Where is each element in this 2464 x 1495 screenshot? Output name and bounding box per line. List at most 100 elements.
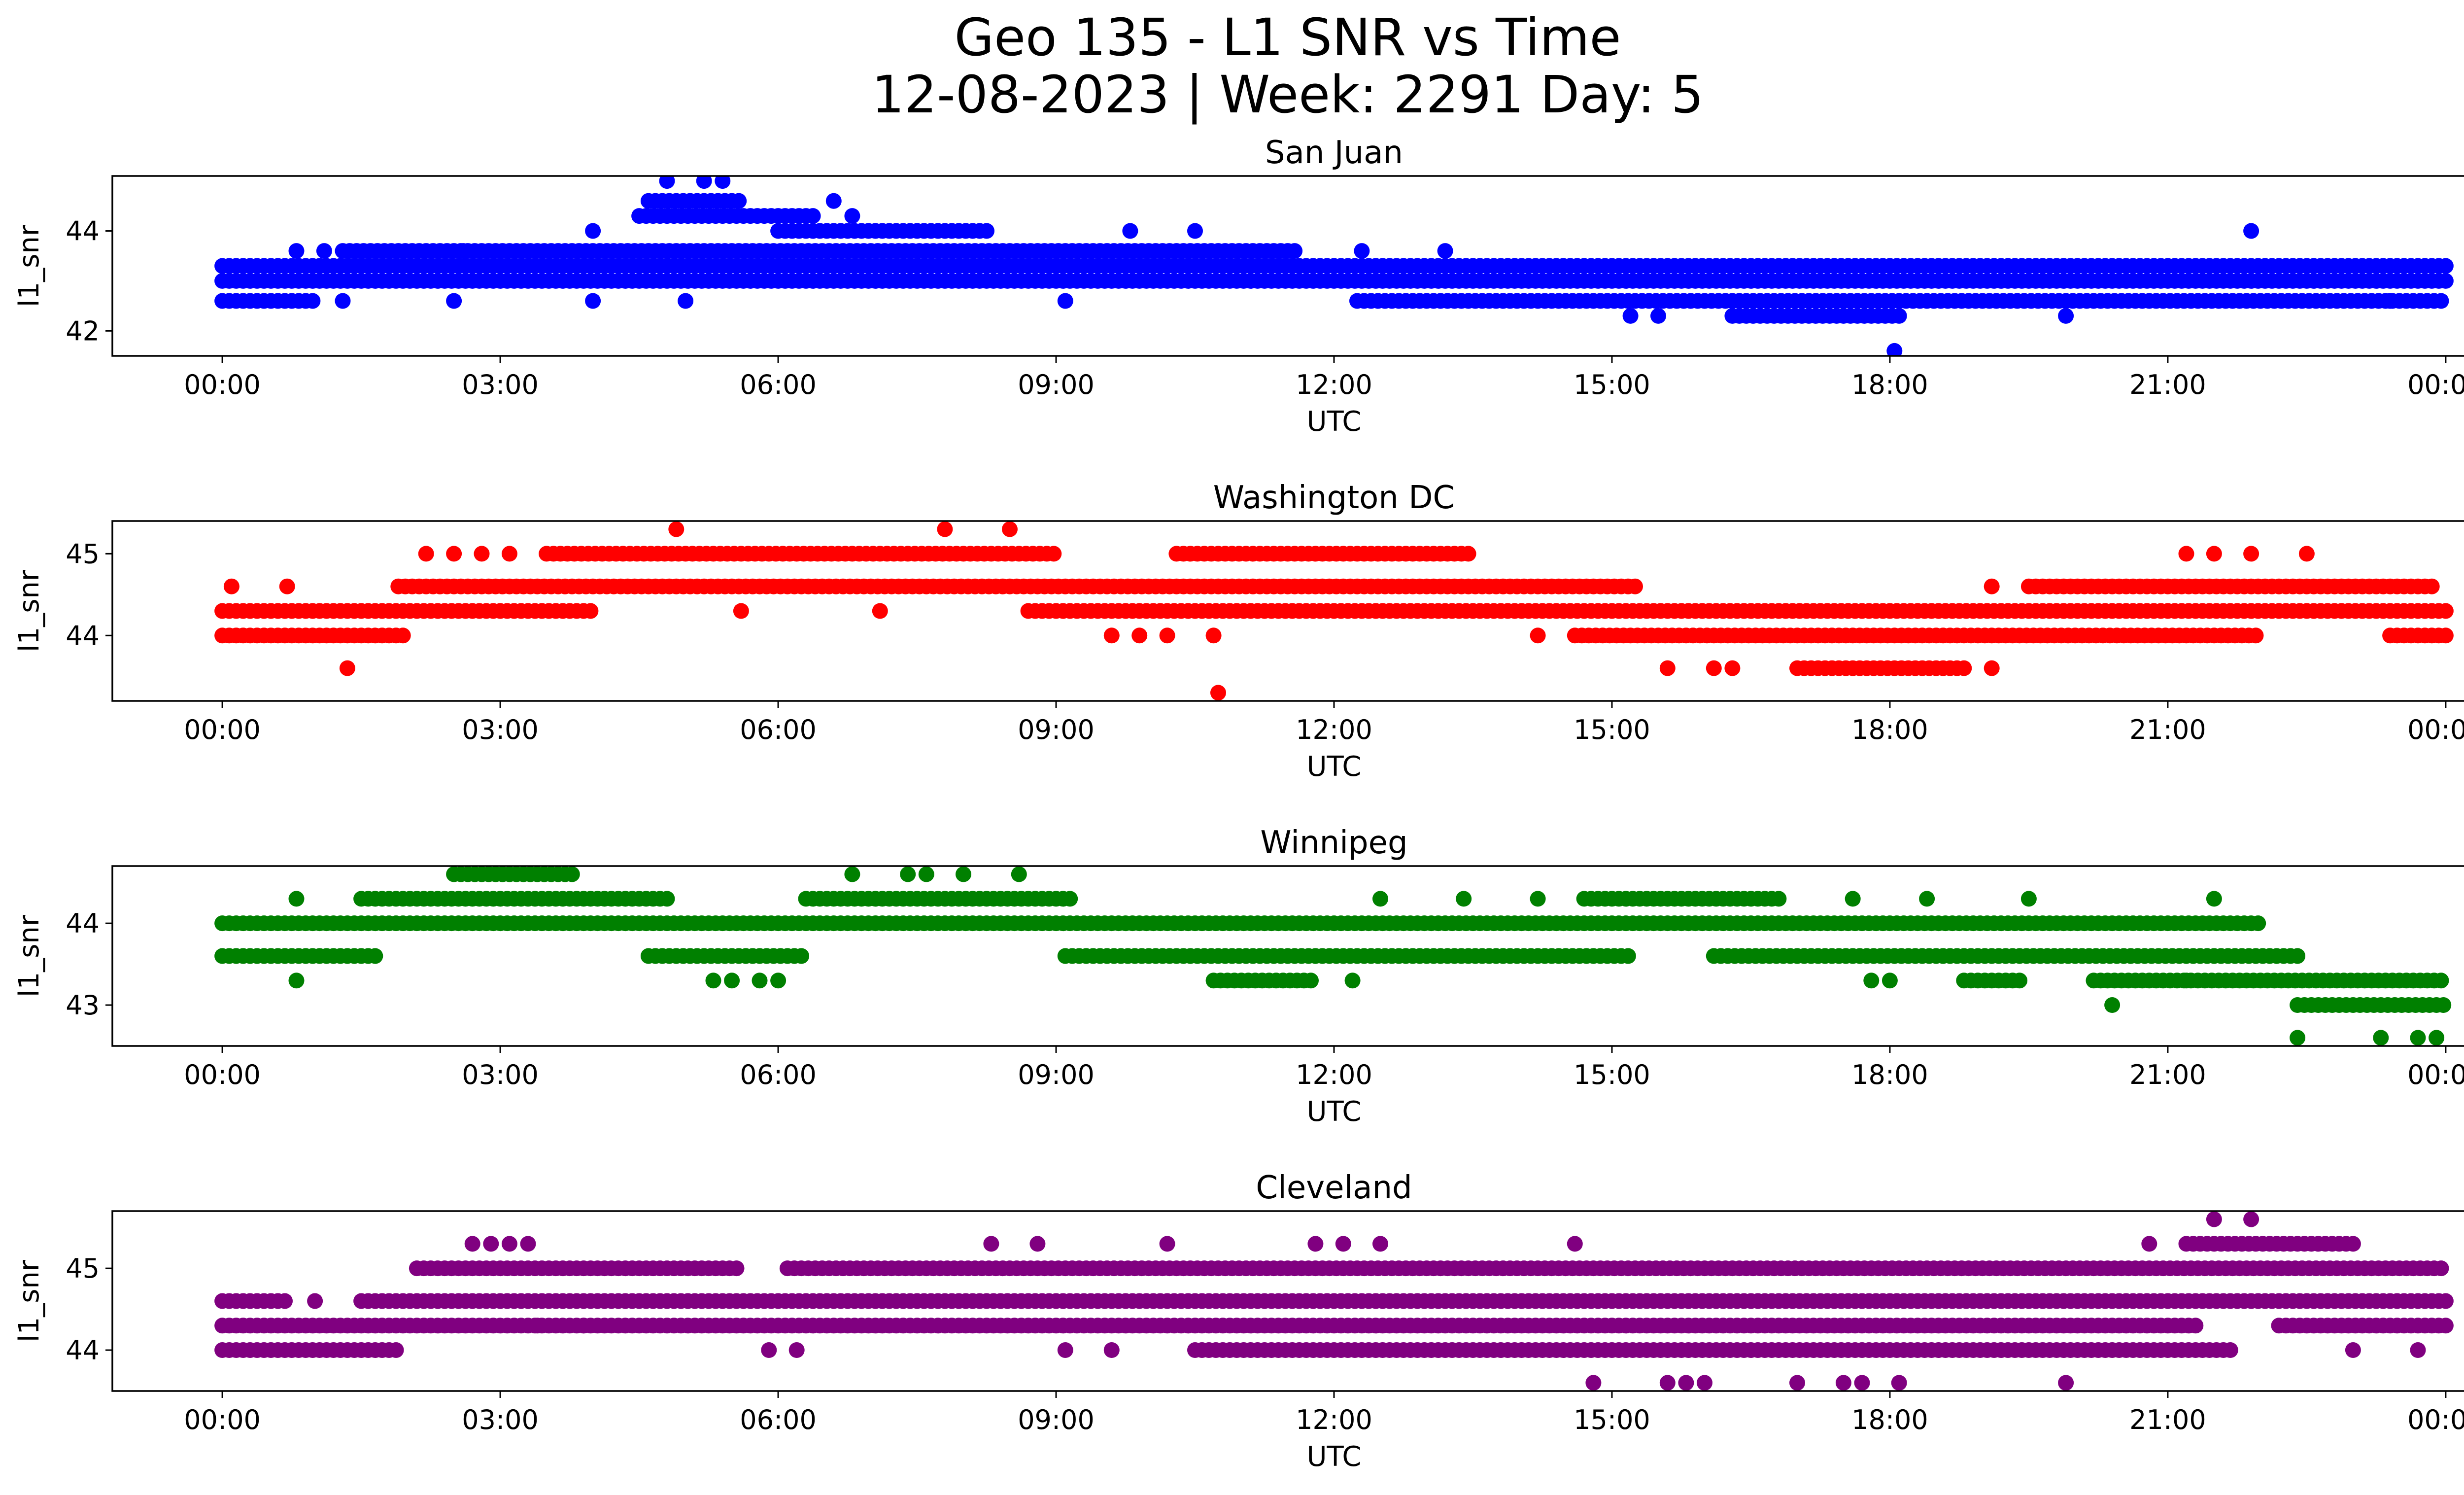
- x-tick-label: 03:00: [462, 1059, 539, 1090]
- scatter-point: [2141, 1236, 2157, 1252]
- scatter-point: [501, 1236, 517, 1252]
- scatter-point: [1103, 627, 1120, 644]
- y-tick-label: 44: [66, 1335, 100, 1366]
- scatter-point: [844, 866, 860, 882]
- x-tick-label: 03:00: [462, 369, 539, 400]
- scatter-point: [2435, 997, 2452, 1013]
- scatter-point: [2248, 627, 2264, 644]
- scatter-band: [214, 1293, 293, 1309]
- scatter-point: [1354, 243, 1370, 259]
- scatter-point: [2012, 973, 2028, 989]
- scatter-point: [395, 627, 411, 644]
- scatter-point: [2104, 997, 2121, 1013]
- scatter-point: [2433, 293, 2449, 309]
- scatter-point: [2243, 546, 2259, 562]
- scatter-point: [576, 1318, 592, 1334]
- scatter-band: [214, 603, 599, 619]
- x-tick-label: 03:00: [462, 1404, 539, 1435]
- scatter-point: [1344, 973, 1361, 989]
- scatter-point: [1984, 660, 2000, 676]
- scatter-point: [1659, 1375, 1676, 1391]
- x-tick-label: 00:00: [184, 369, 261, 400]
- scatter-point: [788, 1342, 805, 1358]
- scatter-point: [1122, 223, 1138, 239]
- x-tick-label: 12:00: [1296, 1404, 1372, 1435]
- scatter-band: [1349, 293, 2449, 309]
- scatter-point: [339, 660, 355, 676]
- scatter-band: [2178, 1236, 2361, 1252]
- scatter-point: [564, 866, 580, 882]
- scatter-point: [520, 1236, 536, 1252]
- scatter-point: [805, 208, 821, 224]
- scatter-band: [214, 1318, 2204, 1334]
- scatter-point: [446, 546, 462, 562]
- scatter-point: [2020, 891, 2037, 907]
- scatter-band: [1724, 308, 1907, 324]
- scatter-band: [2020, 578, 2440, 594]
- scatter-point: [582, 603, 599, 619]
- scatter-band: [2382, 627, 2454, 644]
- scatter-band: [214, 627, 411, 644]
- scatter-point: [2058, 308, 2074, 324]
- scatter-point: [1103, 1342, 1120, 1358]
- x-tick-label: 06:00: [740, 714, 817, 745]
- scatter-point: [1854, 1375, 1870, 1391]
- x-tick-label: 00:00: [184, 714, 261, 745]
- figure-title-line2: 12-08-2023 | Week: 2291 Day: 5: [872, 65, 1704, 125]
- subplot-san-juan: San Juan 00:00 03:00 06:00 09:00 12:00 15:00 18…: [13, 135, 2464, 438]
- scatter-band: [1187, 1342, 2238, 1358]
- scatter-point: [983, 1236, 999, 1252]
- y-tick-label: 45: [66, 538, 100, 569]
- scatter-point: [1210, 685, 1226, 701]
- scatter-point: [1919, 891, 1935, 907]
- scatter-point: [724, 973, 740, 989]
- scatter-point: [223, 578, 240, 594]
- scatter-band: [409, 1260, 745, 1277]
- scatter-point: [979, 223, 994, 239]
- scatter-band: [353, 891, 675, 907]
- scatter-point: [1882, 973, 1898, 989]
- x-tick-label: 21:00: [2129, 1404, 2206, 1435]
- x-tick-label: 06:00: [740, 369, 817, 400]
- scatter-point: [288, 973, 305, 989]
- scatter-point: [2433, 973, 2449, 989]
- scatter-point: [418, 546, 434, 562]
- scatter-point: [501, 546, 517, 562]
- scatter-point: [770, 973, 787, 989]
- x-axis-label: UTC: [1306, 751, 1361, 783]
- scatter-band: [390, 578, 1643, 594]
- scatter-point: [279, 578, 295, 594]
- scatter-point: [288, 891, 305, 907]
- subplot-cleveland: Cleveland 00:00 03:00 06:00 09:00 12:00 15:00 1…: [13, 1170, 2464, 1473]
- scatter-point: [1460, 546, 1476, 562]
- scatter-band: [1057, 948, 1636, 964]
- subplots: San Juan 00:00 03:00 06:00 09:00 12:00 15:00 18…: [13, 135, 2464, 1473]
- scatter-point: [1530, 627, 1546, 644]
- scatter-point: [1886, 343, 1903, 356]
- y-axis-label: l1_snr: [13, 914, 45, 997]
- scatter-point: [1984, 578, 2000, 594]
- scatter-point: [1706, 660, 1722, 676]
- scatter-point: [585, 293, 601, 309]
- scatter-point: [1530, 891, 1546, 907]
- scatter-band: [353, 1293, 2454, 1309]
- scatter-point: [1372, 1236, 1388, 1252]
- scatter-point: [1891, 1375, 1907, 1391]
- scatter-point: [1057, 293, 1073, 309]
- scatter-point: [316, 243, 332, 259]
- scatter-point: [668, 521, 684, 537]
- y-axis-label: l1_snr: [13, 569, 45, 652]
- subplot-title: San Juan: [1265, 135, 1403, 171]
- scatter-point: [483, 1236, 499, 1252]
- subplot-title: Winnipeg: [1260, 825, 1407, 861]
- scatter-point: [2437, 627, 2454, 644]
- scatter-point: [367, 948, 383, 964]
- scatter-point: [1046, 546, 1062, 562]
- y-axis-label: l1_snr: [13, 224, 45, 307]
- scatter-band: [640, 948, 810, 964]
- scatter-point: [2437, 273, 2454, 289]
- x-axis-label: UTC: [1306, 1441, 1361, 1473]
- scatter-band: [2290, 997, 2452, 1013]
- scatter-point: [1585, 1375, 1602, 1391]
